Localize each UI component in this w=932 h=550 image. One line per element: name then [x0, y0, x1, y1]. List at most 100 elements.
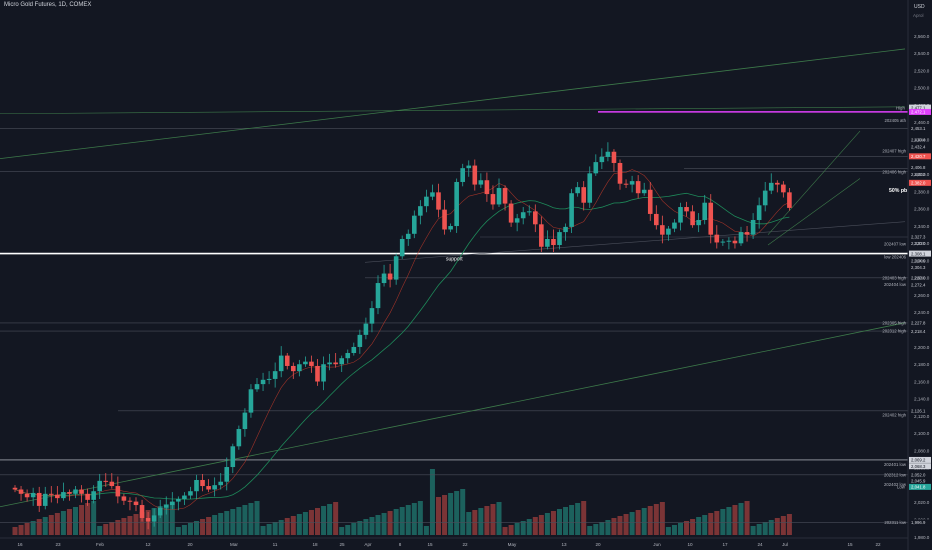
volume-bar	[581, 501, 587, 535]
candle-body	[145, 517, 151, 522]
volume-bar	[85, 503, 91, 535]
candle-body	[696, 219, 701, 226]
volume-bar	[381, 513, 387, 535]
volume-bar	[345, 525, 351, 535]
volume-bar	[387, 511, 393, 535]
time-axis[interactable]: 16 23 Feb 12 20 Mar 11 18 25 Apr 8 15 22 May 13 20 Jun 10…	[0, 537, 908, 547]
candle-body	[768, 182, 774, 191]
volume-bar	[544, 513, 550, 535]
current-price-tag-text: 2,420.7	[911, 154, 926, 159]
time-tick-label: Jun	[653, 542, 661, 547]
volume-bar	[550, 511, 556, 535]
volume-bar	[157, 506, 163, 535]
price-tag-text: 2,126.1	[911, 408, 926, 413]
volume-bar	[532, 517, 538, 535]
candle-body	[182, 495, 187, 499]
volume-bar	[109, 522, 115, 535]
time-tick-label: 16	[17, 542, 23, 547]
volume-bar	[593, 524, 599, 535]
candle-body	[79, 489, 84, 494]
volume-bar	[327, 504, 333, 535]
candle-body	[635, 181, 641, 194]
candle-body	[569, 193, 574, 227]
price-tag: 2,052.0	[911, 473, 926, 478]
price-tick-label: 2,320.0	[914, 241, 930, 246]
candle-body	[563, 226, 568, 233]
candle-body	[272, 371, 278, 379]
volume-bar	[671, 525, 677, 535]
volume-bar	[466, 512, 472, 535]
level-annotation: 202405 ath	[884, 118, 906, 123]
price-tag: 2,045.9	[911, 479, 926, 484]
price-tick-label: 2,460.0	[914, 120, 930, 125]
volume-bar	[720, 509, 726, 535]
price-tick-label: 2,020.0	[914, 500, 930, 505]
candle-body	[127, 500, 133, 502]
price-tag-text: 2,227.8	[911, 321, 926, 326]
price-tag	[909, 519, 931, 526]
volume-bar	[617, 516, 623, 535]
low-tag-text: 2,041.8	[911, 485, 926, 490]
candle-body	[30, 492, 36, 498]
volume-bar	[272, 522, 278, 535]
volume-bar	[175, 527, 181, 535]
level-annotation: 202407 high	[882, 149, 906, 154]
volume-bar	[417, 501, 423, 535]
candle-body	[557, 232, 562, 246]
candle-body	[587, 173, 593, 203]
trend-line-upper	[0, 48, 906, 160]
candle-body	[42, 493, 48, 506]
candle-body	[224, 467, 230, 482]
volume-bar	[484, 506, 490, 535]
price-tick-label: 2,560.0	[914, 34, 930, 39]
ath-tag-text: 2,472.1	[911, 110, 926, 115]
volume-bar	[732, 505, 738, 535]
volume-bar	[611, 518, 617, 535]
price-tick-label: 2,100.0	[914, 431, 930, 436]
candle-body	[690, 211, 695, 226]
candle-body	[387, 273, 393, 280]
candle-body	[115, 486, 121, 497]
price-tag	[909, 179, 931, 186]
price-tag: 2,327.3	[911, 235, 926, 240]
trend-line	[364, 221, 906, 263]
candle-body	[418, 206, 423, 216]
currency-label[interactable]: USD	[914, 4, 925, 10]
volume-bar	[187, 523, 193, 535]
price-tick-label: 2,540.0	[914, 51, 930, 56]
time-tick-label: Jul	[782, 542, 788, 547]
volume-bar	[460, 489, 466, 535]
candle-body	[454, 181, 459, 227]
price-tick-label: 2,180.0	[914, 362, 930, 367]
candle-body	[393, 256, 399, 280]
volume-bar	[91, 501, 97, 535]
volume-bar	[127, 516, 133, 535]
volume-bar	[629, 512, 635, 535]
candle-body	[720, 241, 726, 243]
candle-body	[363, 323, 369, 335]
scale-mode-label[interactable]: Aprol	[913, 13, 924, 18]
price-tag	[909, 319, 931, 326]
volume-bar	[569, 505, 575, 535]
candle-body	[369, 308, 375, 324]
candle-body	[284, 355, 290, 366]
candle-body	[357, 334, 363, 347]
volume-bar	[690, 519, 696, 535]
candle-body	[484, 180, 490, 195]
candle-body	[478, 180, 484, 185]
volume-bar	[260, 526, 266, 535]
candle-body	[49, 493, 54, 495]
volume-bar	[768, 520, 774, 535]
volume-bar	[42, 517, 48, 535]
volume-bar	[278, 520, 284, 535]
volume-bar	[514, 523, 520, 535]
level-annotation: 202403 high	[882, 275, 906, 280]
volume-bar	[60, 511, 66, 535]
time-tick-label: 22	[462, 542, 468, 547]
drawing-lines	[0, 48, 908, 523]
volume-bar	[696, 517, 702, 535]
volume-bar	[575, 503, 581, 535]
volume-bar	[744, 501, 750, 535]
level-annotation: 202402 high	[882, 413, 906, 418]
